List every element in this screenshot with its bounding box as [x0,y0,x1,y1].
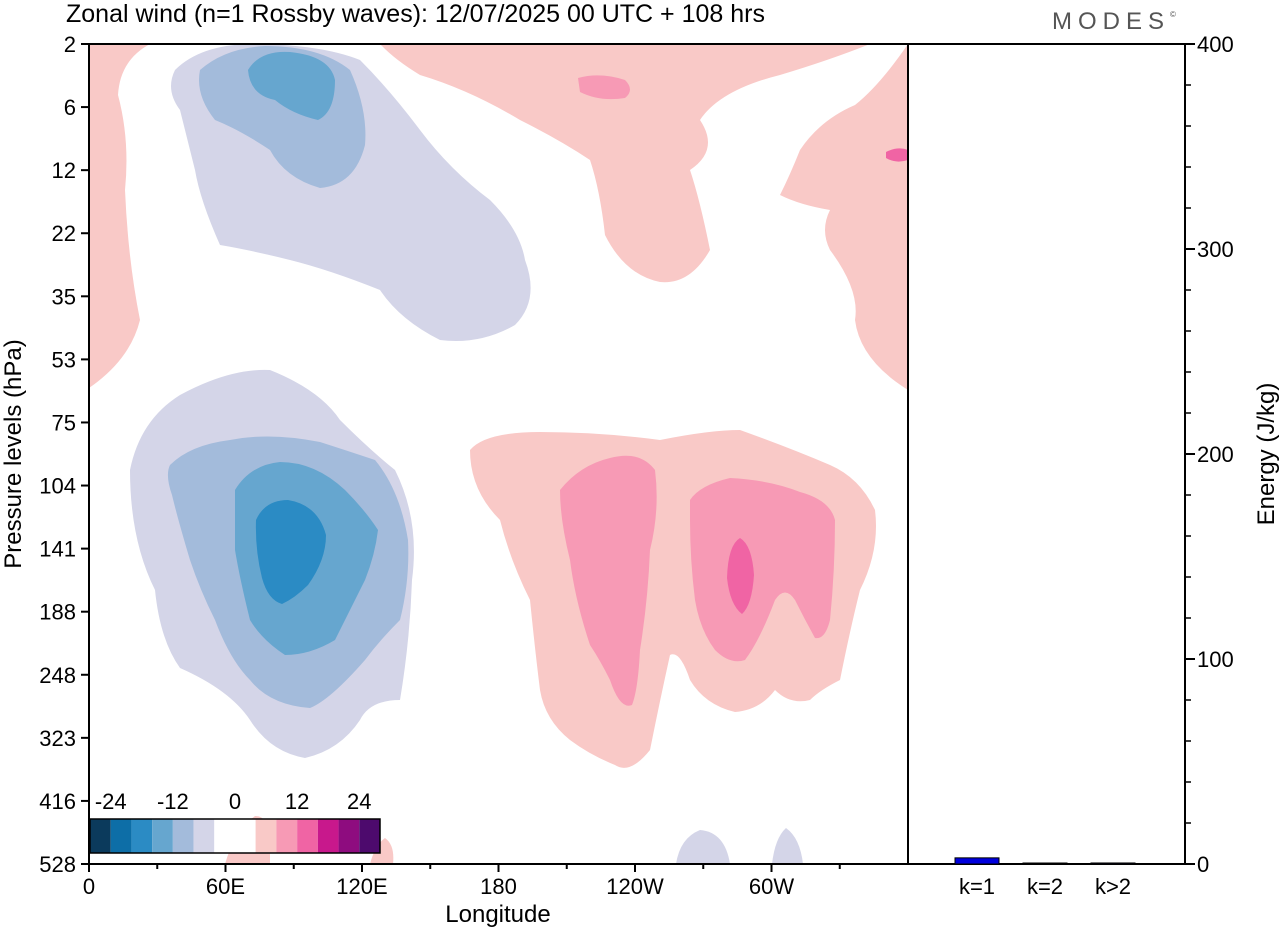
contour-neg-bottom-1 [676,830,730,864]
pressure-axis: 2 6 12 22 35 53 75 104 141 188 248 323 416 528 [39,32,89,877]
contour-pos-upper-middle-core [578,75,630,100]
colorbar-label: 0 [229,789,241,814]
energy-tick-label: 400 [1197,32,1234,57]
colorbar-swatch [214,819,235,853]
colorbar-swatch [338,819,360,853]
y-axis-title: Pressure levels (hPa) [0,339,27,568]
energy-bars: k=1 k=2 k>2 [954,857,1136,899]
y-tick-label: 2 [64,32,76,57]
y-tick-label: 35 [52,284,76,309]
colorbar-swatch [172,819,194,853]
chart-title: Zonal wind (n=1 Rossby waves): 12/07/202… [66,0,765,28]
energy-category-label: k=1 [959,874,995,899]
x-tick-label: 60E [206,874,245,899]
y-tick-label: 416 [39,789,76,814]
colorbar-swatch [359,819,380,853]
contour-pos-lower-core [727,538,754,614]
y-tick-label: 53 [52,347,76,372]
contour-field [89,44,908,864]
y-tick-label: 528 [39,852,76,877]
energy-panel-frame [908,43,1186,865]
colorbar-swatch [152,819,173,853]
contour-neg-lower-core [255,500,326,604]
contour-pos-bottom-2 [370,838,394,864]
colorbar-swatch [193,819,215,853]
energy-tick-label: 100 [1197,647,1234,672]
energy-bar [954,857,1000,865]
colorbar-swatch [276,819,298,853]
energy-axis: 0 100 200 300 400 [1185,32,1234,877]
brand-mark: © [1170,10,1176,19]
colorbar-swatch [255,819,277,853]
contour-pos-upper-middle [380,44,870,283]
x-tick-label: 60W [749,874,794,899]
contour-pos-upper-left [89,44,150,388]
x-tick-label: 180 [480,874,517,899]
colorbar-swatch [235,819,256,853]
y-tick-label: 323 [39,726,76,751]
colorbar-swatch [317,819,339,853]
y-tick-label: 6 [64,95,76,120]
y-tick-label: 12 [52,158,76,183]
y-tick-label: 75 [52,410,76,435]
colorbar-swatch [131,819,153,853]
colorbar: -24 -12 0 12 24 [89,789,381,854]
colorbar-label: 24 [347,789,371,814]
x-axis-title: Longitude [445,901,550,928]
contour-pos-lower-right-mid [690,478,835,662]
energy-tick-label: 200 [1197,442,1234,467]
y-tick-label: 141 [39,537,76,562]
energy-tick-label: 300 [1197,237,1234,262]
colorbar-label: -12 [157,789,189,814]
y-tick-label: 248 [39,663,76,688]
y-tick-label: 104 [39,474,76,499]
x-tick-label: 0 [83,874,95,899]
energy-bar [1022,862,1068,865]
colorbar-label: -24 [95,789,127,814]
energy-category-label: k=2 [1027,874,1063,899]
contour-pos-lower-left-mid [560,455,657,706]
contour-neg-bottom-2 [772,828,803,864]
brand-text: MODES [1052,8,1171,35]
colorbar-frame [89,818,381,854]
energy-bar [1090,862,1136,865]
contour-neg-upper-core [248,51,335,120]
longitude-axis: 0 60E 120E 180 120W 60W [83,864,841,899]
y-tick-label: 22 [52,221,76,246]
x-tick-label: 120W [606,874,664,899]
energy-tick-label: 0 [1197,852,1209,877]
modes-logo: MODES© [1052,8,1176,36]
x-tick-label: 120E [336,874,387,899]
colorbar-swatch [110,819,132,853]
energy-axis-title: Energy (J/kg) [1253,383,1280,526]
energy-category-label: k>2 [1095,874,1131,899]
contour-pos-upper-right [780,44,908,390]
colorbar-swatch [297,819,318,853]
y-tick-label: 188 [39,600,76,625]
colorbar-swatch [90,819,111,853]
contour-pos-upper-right-core [886,148,908,162]
colorbar-label: 12 [285,789,309,814]
